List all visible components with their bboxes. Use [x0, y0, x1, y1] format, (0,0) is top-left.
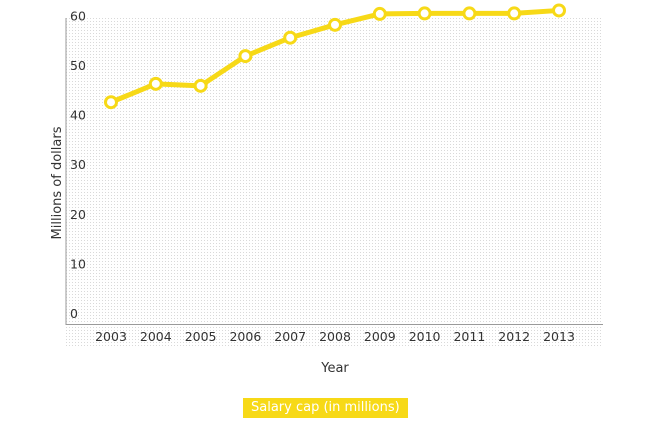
x-tick-label: 2010 [409, 329, 441, 344]
data-point [462, 6, 477, 21]
x-tick-label: 2004 [140, 329, 172, 344]
data-point [193, 78, 208, 93]
x-axis-band [66, 322, 603, 348]
x-tick-label: 2011 [453, 329, 485, 344]
data-point [104, 95, 118, 110]
y-axis-title: Millions of dollars [50, 126, 65, 239]
y-tick-label: 10 [70, 256, 86, 271]
y-tick-label: 40 [70, 108, 86, 123]
x-tick-label: 2013 [543, 329, 575, 344]
x-tick-label: 2008 [319, 329, 351, 344]
data-point [372, 6, 387, 21]
data-point [148, 76, 163, 91]
y-tick-label: 20 [70, 207, 86, 222]
data-point [328, 17, 342, 32]
y-tick-label: 0 [70, 306, 78, 321]
x-tick-label: 2007 [274, 329, 306, 344]
x-tick-label: 2012 [498, 329, 530, 344]
y-tick-label: 60 [70, 8, 86, 23]
legend-label: Salary cap (in millions) [243, 398, 408, 418]
data-point [283, 30, 298, 45]
x-tick-label: 2005 [185, 329, 217, 344]
y-tick-label: 50 [70, 58, 86, 73]
x-tick-label: 2003 [95, 329, 127, 344]
x-axis-title: Year [320, 361, 349, 376]
data-point [507, 6, 522, 21]
x-tick-label: 2006 [229, 329, 261, 344]
y-tick-label: 30 [70, 157, 86, 172]
data-point [552, 3, 566, 18]
x-tick-label: 2009 [364, 329, 396, 344]
data-point [238, 49, 253, 64]
plot-background [66, 18, 603, 322]
data-point [417, 6, 432, 21]
